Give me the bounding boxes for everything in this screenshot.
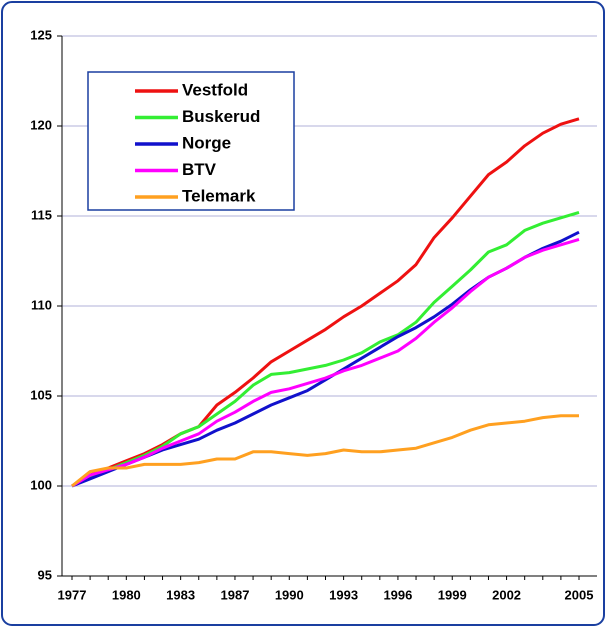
y-tick-label: 95 — [38, 567, 52, 582]
series-line — [71, 237, 580, 488]
legend-label: Buskerud — [182, 107, 260, 126]
x-tick-label: 1987 — [221, 587, 250, 602]
series-line — [71, 210, 580, 488]
x-tick-label: 2002 — [492, 587, 521, 602]
legend: Vestfold Buskerud Norge BTV Telemark — [87, 71, 295, 211]
x-tick-label: 1980 — [112, 587, 141, 602]
legend-label: Norge — [182, 133, 231, 152]
x-tick-label: 1983 — [166, 587, 195, 602]
legend-label: Vestfold — [182, 80, 248, 99]
y-tick-label: 100 — [30, 477, 52, 492]
y-tick-label: 105 — [30, 387, 52, 402]
series-line — [71, 117, 580, 488]
y-tick-label: 110 — [31, 297, 52, 312]
x-tick-label: 1999 — [438, 587, 467, 602]
legend-label: Telemark — [182, 186, 256, 205]
x-tick-label: 1996 — [383, 587, 412, 602]
series-line — [71, 414, 579, 488]
x-tick-label: 1977 — [58, 587, 87, 602]
y-tick-label: 120 — [30, 117, 52, 132]
y-tick-label: 125 — [30, 27, 52, 42]
legend-box — [87, 71, 295, 211]
y-tick-label: 115 — [31, 207, 52, 222]
x-tick-label: 2005 — [565, 587, 594, 602]
x-tick-label: 1993 — [329, 587, 358, 602]
legend-label: BTV — [182, 160, 217, 179]
x-tick-label: 1990 — [275, 587, 304, 602]
